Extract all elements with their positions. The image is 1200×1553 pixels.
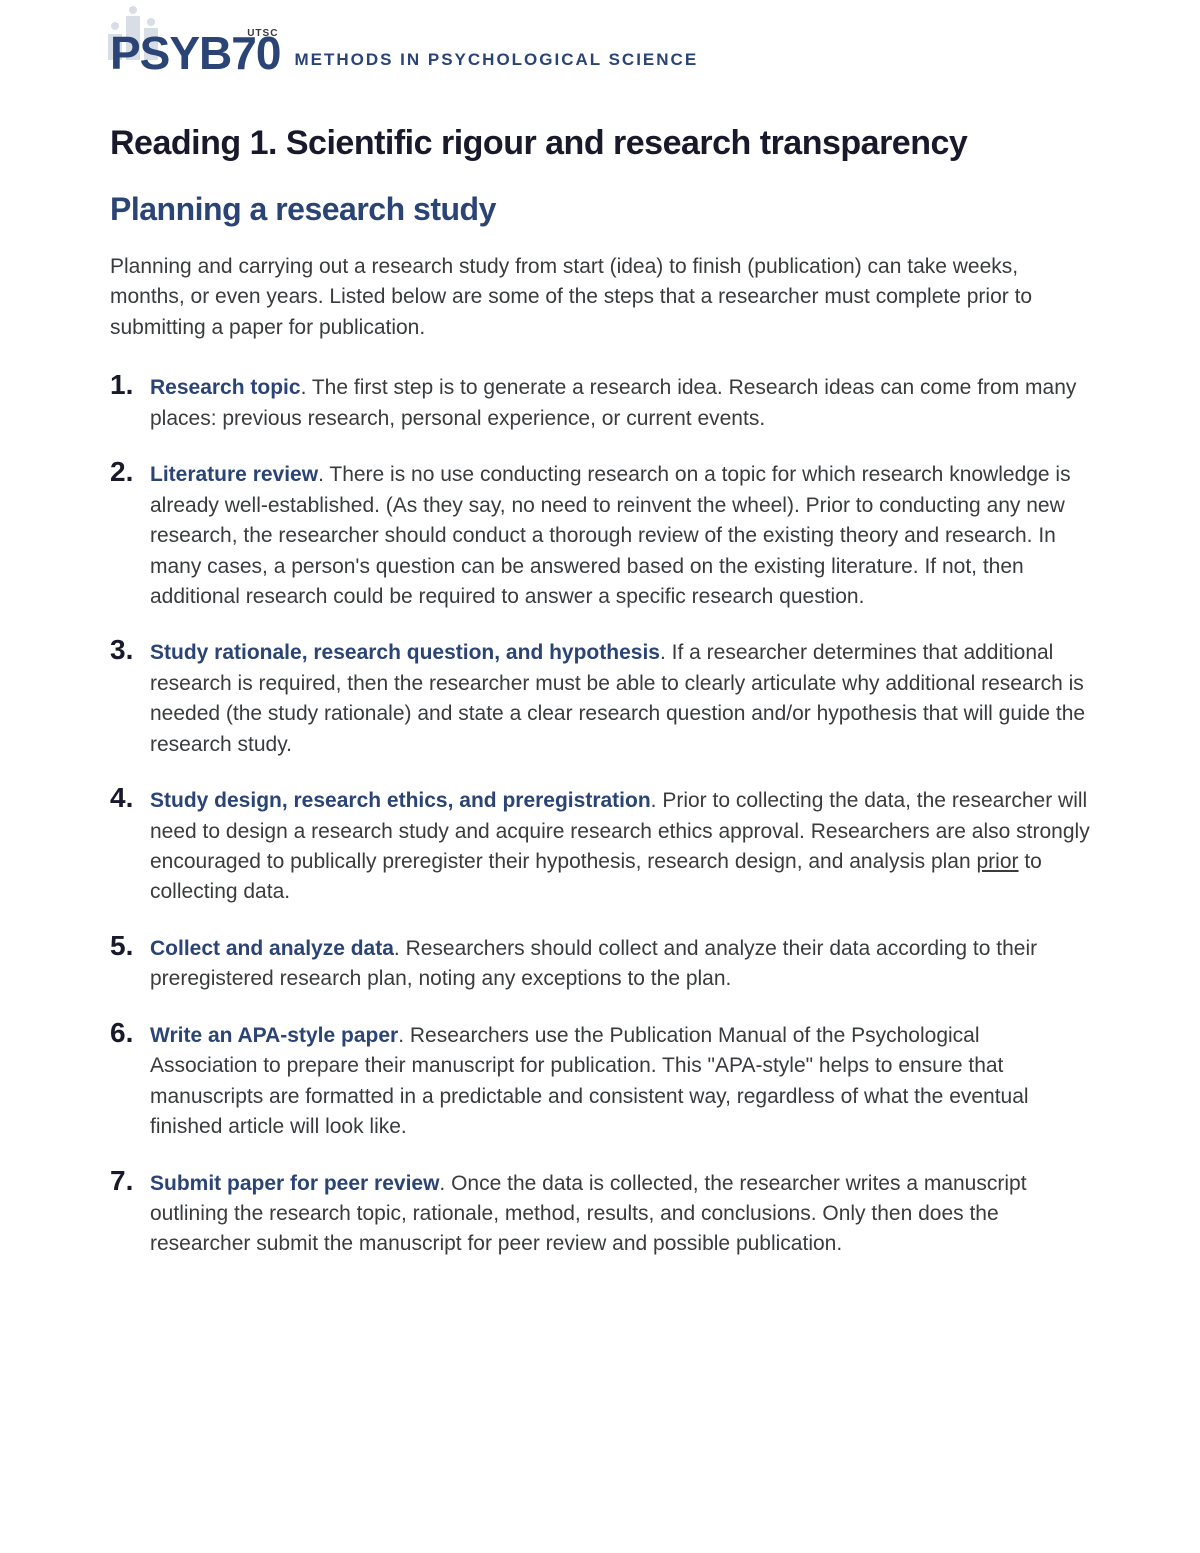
- step-text: Collect and analyze data. Researchers sh…: [150, 937, 1037, 990]
- step-item: 2. Literature review. There is no use co…: [110, 460, 1090, 612]
- step-title: Research topic: [150, 376, 301, 399]
- step-number: 5.: [110, 930, 133, 962]
- step-title: Study rationale, research question, and …: [150, 641, 660, 664]
- step-item: 1. Research topic. The first step is to …: [110, 373, 1090, 434]
- step-text: Write an APA-style paper. Researchers us…: [150, 1024, 1029, 1138]
- step-text: Study rationale, research question, and …: [150, 641, 1085, 755]
- step-title: Submit paper for peer review: [150, 1172, 439, 1195]
- section-heading: Planning a research study: [110, 191, 1090, 228]
- step-item: 6. Write an APA-style paper. Researchers…: [110, 1021, 1090, 1143]
- step-number: 3.: [110, 634, 133, 666]
- step-item: 3. Study rationale, research question, a…: [110, 638, 1090, 760]
- step-text: Study design, research ethics, and prere…: [150, 789, 1090, 903]
- step-text: Literature review. There is no use condu…: [150, 463, 1071, 608]
- step-title: Write an APA-style paper: [150, 1024, 398, 1047]
- step-title: Literature review: [150, 463, 318, 486]
- step-title: Collect and analyze data: [150, 937, 394, 960]
- course-subtitle: METHODS IN PSYCHOLOGICAL SCIENCE: [294, 50, 698, 76]
- course-code: PSYB70: [110, 30, 280, 76]
- step-number: 4.: [110, 782, 133, 814]
- reading-title: Reading 1. Scientific rigour and researc…: [110, 124, 1090, 163]
- page-header: UTSC PSYB70 METHODS IN PSYCHOLOGICAL SCI…: [110, 30, 1090, 76]
- step-underlined: prior: [977, 850, 1019, 873]
- step-number: 6.: [110, 1017, 133, 1049]
- intro-paragraph: Planning and carrying out a research stu…: [110, 252, 1090, 343]
- step-item: 7. Submit paper for peer review. Once th…: [110, 1169, 1090, 1260]
- steps-list: 1. Research topic. The first step is to …: [110, 373, 1090, 1260]
- step-text: Research topic. The first step is to gen…: [150, 376, 1076, 429]
- step-number: 1.: [110, 369, 133, 401]
- course-logo: UTSC PSYB70: [110, 30, 280, 76]
- step-text: Submit paper for peer review. Once the d…: [150, 1172, 1027, 1256]
- step-number: 2.: [110, 456, 133, 488]
- step-title: Study design, research ethics, and prere…: [150, 789, 651, 812]
- step-item: 5. Collect and analyze data. Researchers…: [110, 934, 1090, 995]
- step-item: 4. Study design, research ethics, and pr…: [110, 786, 1090, 908]
- step-number: 7.: [110, 1165, 133, 1197]
